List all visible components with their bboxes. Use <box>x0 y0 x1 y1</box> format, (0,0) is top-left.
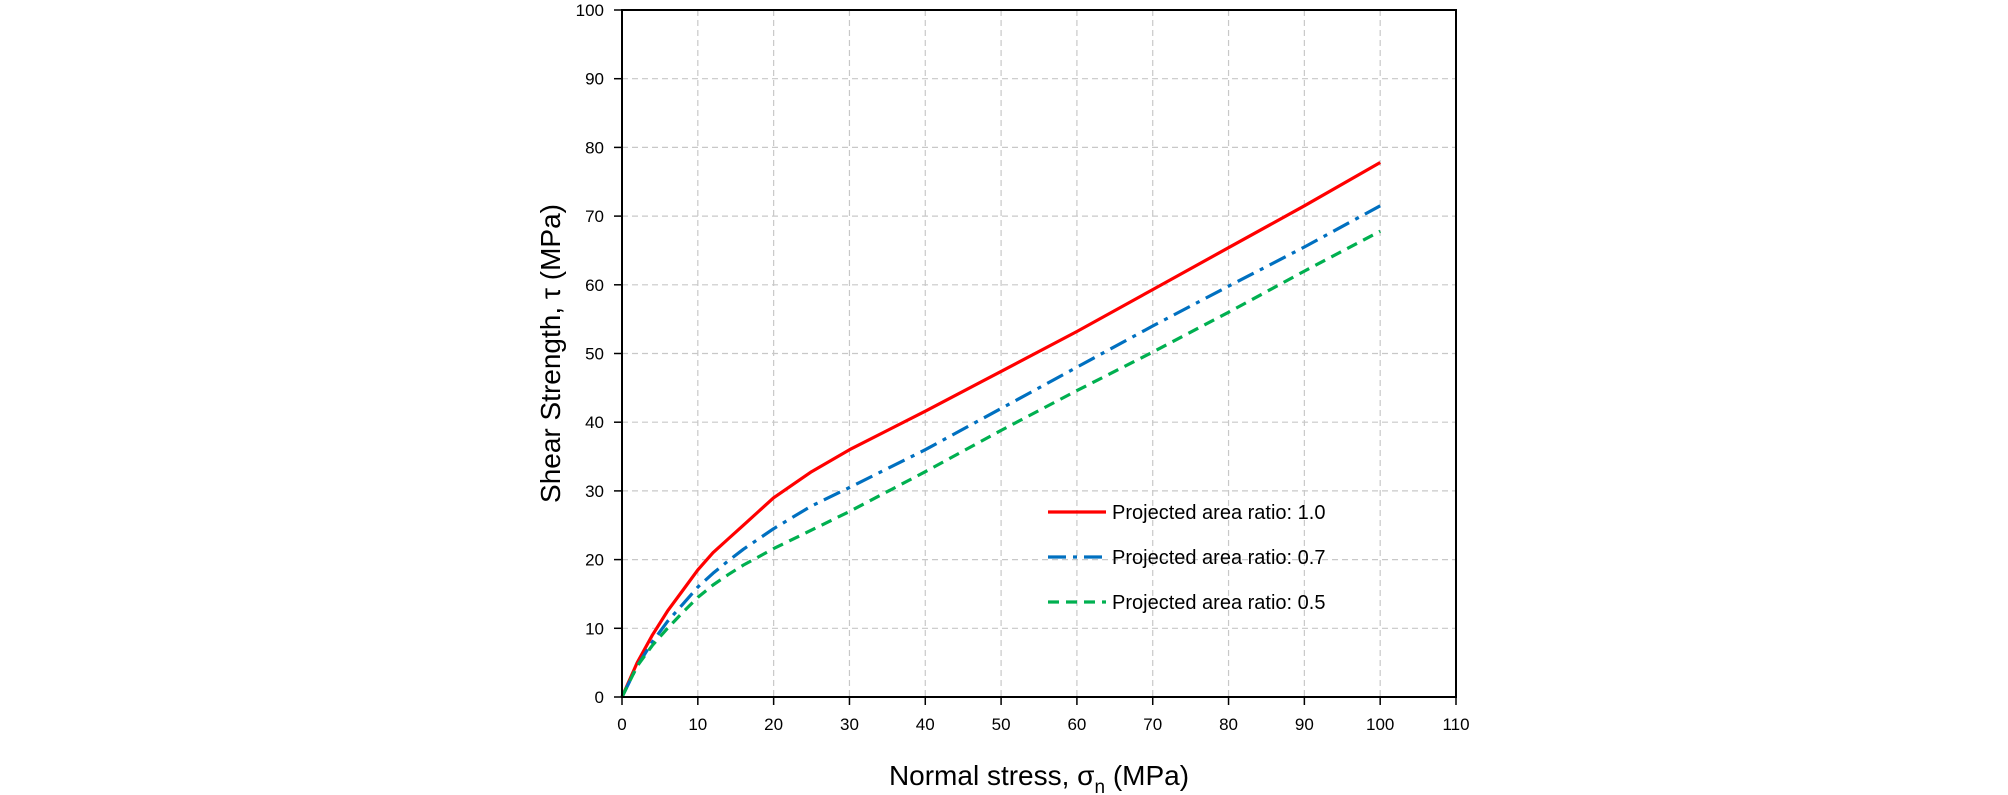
y-tick-label: 10 <box>585 619 604 638</box>
legend-label-3: Projected area ratio: 0.5 <box>1112 592 1325 614</box>
y-tick-label: 80 <box>585 138 604 157</box>
y-tick-label: 70 <box>585 207 604 226</box>
y-tick-label: 30 <box>585 482 604 501</box>
series-lines <box>620 161 1381 698</box>
x-axis-title: Normal stress, σn (MPa) <box>889 760 1189 795</box>
x-axis-ticks: 0 10 20 30 40 50 60 70 80 90 100 110 <box>617 697 1470 734</box>
y-tick-label: 40 <box>585 413 604 432</box>
x-tick-label: 80 <box>1219 715 1238 734</box>
x-tick-label: 20 <box>764 715 783 734</box>
x-tick-label: 100 <box>1366 715 1394 734</box>
y-tick-label: 50 <box>585 345 604 364</box>
x-tick-label: 10 <box>688 715 707 734</box>
series-line-1 <box>620 161 1381 698</box>
x-tick-label: 70 <box>1143 715 1162 734</box>
series-line-2 <box>620 204 1381 698</box>
series-line-3 <box>620 229 1381 698</box>
x-axis-title-main: Normal stress, σ <box>889 760 1095 791</box>
y-axis-ticks: 0 10 20 30 40 50 60 70 80 90 100 <box>576 1 622 707</box>
legend-label-1: Projected area ratio: 1.0 <box>1112 502 1325 524</box>
x-axis-title-subscript: n <box>1094 777 1105 795</box>
x-tick-label: 90 <box>1295 715 1314 734</box>
gridlines <box>622 10 1456 697</box>
y-tick-label: 0 <box>595 688 604 707</box>
x-tick-label: 30 <box>840 715 859 734</box>
x-tick-label: 40 <box>916 715 935 734</box>
y-tick-label: 100 <box>576 1 604 20</box>
y-tick-label: 90 <box>585 70 604 89</box>
x-tick-label: 60 <box>1067 715 1086 734</box>
y-tick-label: 20 <box>585 551 604 570</box>
x-tick-label: 0 <box>617 715 626 734</box>
y-tick-label: 60 <box>585 276 604 295</box>
x-axis-title-unit: (MPa) <box>1105 760 1189 791</box>
x-tick-label: 110 <box>1442 715 1469 734</box>
y-axis-title: Shear Strength, τ (MPa) <box>535 204 566 503</box>
x-tick-label: 50 <box>992 715 1011 734</box>
legend-label-2: Projected area ratio: 0.7 <box>1112 547 1325 569</box>
legend: Projected area ratio: 1.0 Projected area … <box>1048 502 1325 614</box>
